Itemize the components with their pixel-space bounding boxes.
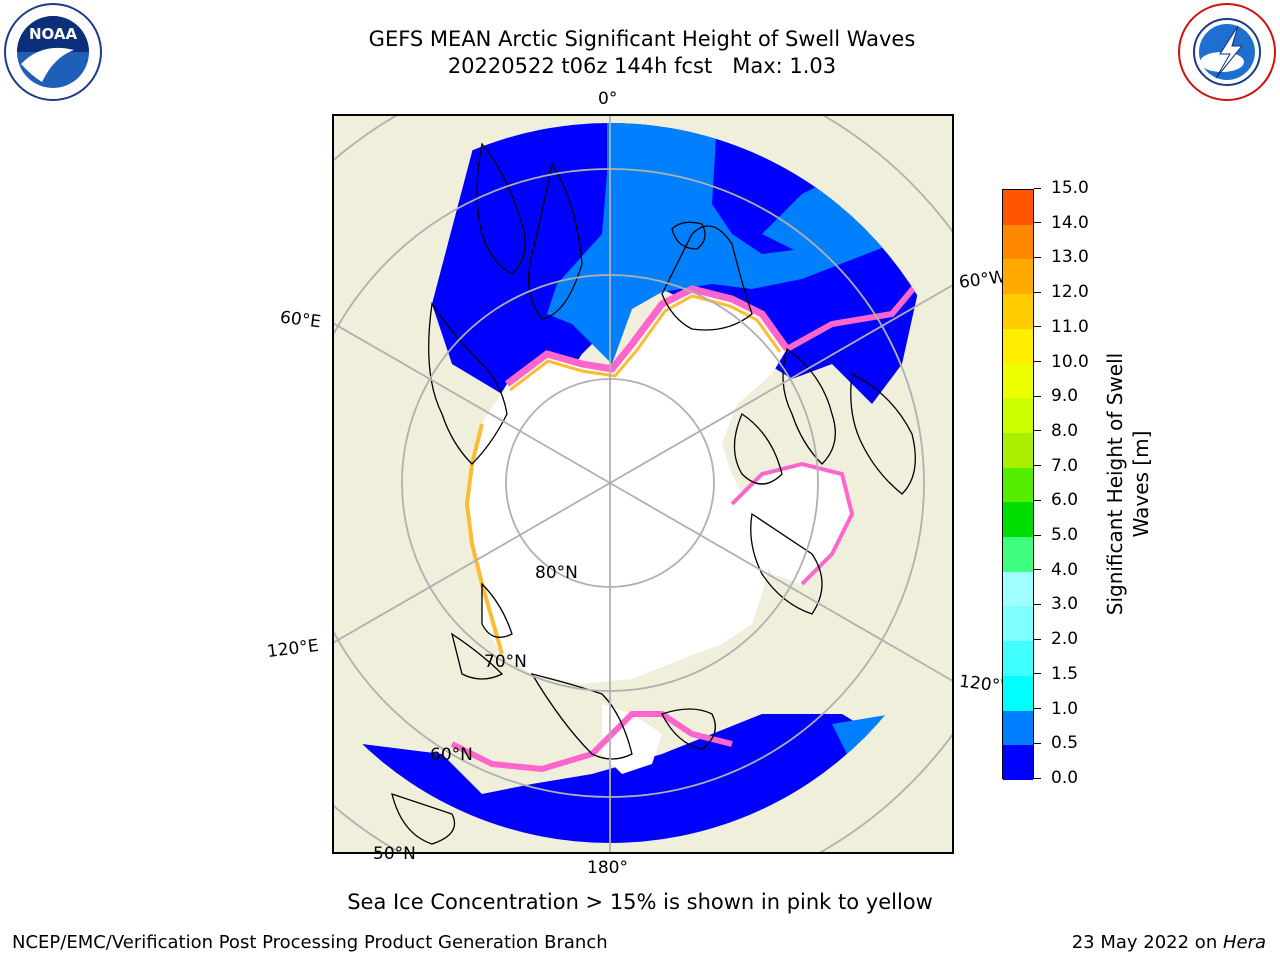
colorbar-tick-label: 14.0 — [1034, 213, 1089, 233]
colorbar-tick-label: 10.0 — [1034, 352, 1089, 372]
colorbar-tick-label: 11.0 — [1034, 317, 1089, 337]
colorbar-segment — [1003, 224, 1033, 260]
coastlines — [391, 142, 916, 845]
colorbar-tick-label: 3.0 — [1034, 594, 1078, 614]
colorbar-tick-label: 15.0 — [1034, 178, 1089, 198]
lon-label-180: 180° — [587, 858, 628, 878]
colorbar-ticks: 0.0 0.5 1.0 1.5 2.0 3.0 4.0 5.0 6.0 7.0 8.0 9.0 10.0… — [1034, 178, 1094, 788]
colorbar-tick-label: 8.0 — [1034, 421, 1078, 441]
colorbar-label-line1: Significant Height of Swell — [1103, 352, 1127, 616]
colorbar-segment — [1003, 710, 1033, 746]
colorbar-label-line2: Waves [m] — [1129, 430, 1153, 538]
sea-ice-hudson — [732, 464, 852, 584]
graticule — [332, 114, 954, 854]
colorbar-segment — [1003, 259, 1033, 295]
nws-logo — [1176, 2, 1278, 102]
chart-subtitle: 20220522 t06z 144h fcst Max: 1.03 — [447, 54, 837, 78]
colorbar-segment — [1003, 675, 1033, 711]
producer-credit: NCEP/EMC/Verification Post Processing Pr… — [12, 932, 608, 953]
lon-label-60w: 60°W — [957, 267, 1007, 293]
lat-label-60: 60°N — [430, 745, 473, 765]
colorbar-tick-label: 4.0 — [1034, 560, 1078, 580]
colorbar-segment — [1003, 537, 1033, 572]
colorbar-tick-label: 1.5 — [1034, 664, 1078, 684]
lon-label-0: 0° — [598, 89, 618, 109]
ice-edge-siberia — [464, 423, 504, 655]
ice-edge-pacific — [450, 711, 733, 773]
ice-edge-atlantic — [504, 285, 790, 387]
colorbar-tick-label: 6.0 — [1034, 490, 1078, 510]
colorbar-segment — [1003, 467, 1033, 503]
colorbar-segment — [1003, 571, 1033, 607]
colorbar-tick-label: 0.0 — [1034, 768, 1078, 788]
date-text: 23 May 2022 on — [1071, 932, 1223, 953]
lat-label-80: 80°N — [535, 563, 578, 583]
lon-label-120e: 120°E — [265, 635, 320, 663]
sea-ice-bering — [602, 704, 662, 774]
sea-ice-arctic — [467, 289, 787, 684]
ocean-swell-band — [547, 123, 892, 364]
ice-edge-atlantic-inner — [509, 294, 782, 392]
colorbar-segment — [1003, 363, 1033, 399]
colorbar-tick-label: 1.0 — [1034, 699, 1078, 719]
meridian-120e — [332, 482, 611, 645]
lon-label-60e: 60°E — [278, 307, 322, 333]
generation-date: 23 May 2022 on Hera — [1072, 932, 1266, 953]
ice-edge-hudson — [730, 461, 855, 586]
noaa-logo-text: NOAA — [29, 25, 78, 43]
colorbar — [1002, 189, 1034, 780]
colorbar-label: Significant Height of Swell Waves [m] — [1102, 314, 1154, 654]
ice-edge-baffin — [785, 282, 920, 352]
colorbar-tick-label: 9.0 — [1034, 386, 1078, 406]
lat-label-50: 50°N — [373, 844, 416, 864]
colorbar-tick-label: 12.0 — [1034, 282, 1089, 302]
colorbar-segment — [1003, 606, 1033, 642]
lat-label-70: 70°N — [484, 652, 527, 672]
host-name: Hera — [1222, 932, 1266, 953]
colorbar-segment — [1003, 641, 1033, 676]
meridian-60e — [332, 321, 611, 484]
colorbar-segment — [1003, 328, 1033, 364]
colorbar-tick-label: 0.5 — [1034, 733, 1078, 753]
meridian-120w — [609, 482, 954, 683]
ocean-baffin — [752, 274, 922, 404]
colorbar-segment — [1003, 294, 1033, 329]
chart-title: GEFS MEAN Arctic Significant Height of S… — [368, 27, 916, 51]
colorbar-segment — [1003, 398, 1033, 433]
colorbar-tick-label: 5.0 — [1034, 525, 1078, 545]
colorbar-segment — [1003, 190, 1033, 225]
meridian-60w — [609, 283, 954, 484]
colorbar-tick-label: 7.0 — [1034, 456, 1078, 476]
noaa-logo: NOAA — [2, 2, 104, 102]
colorbar-tick-label: 13.0 — [1034, 247, 1089, 267]
polar-map — [332, 114, 954, 854]
colorbar-segment — [1003, 432, 1033, 468]
colorbar-tick-label: 2.0 — [1034, 629, 1078, 649]
ice-footnote: Sea Ice Concentration > 15% is shown in … — [347, 890, 933, 914]
colorbar-segment — [1003, 502, 1033, 538]
colorbar-segment — [1003, 745, 1033, 780]
